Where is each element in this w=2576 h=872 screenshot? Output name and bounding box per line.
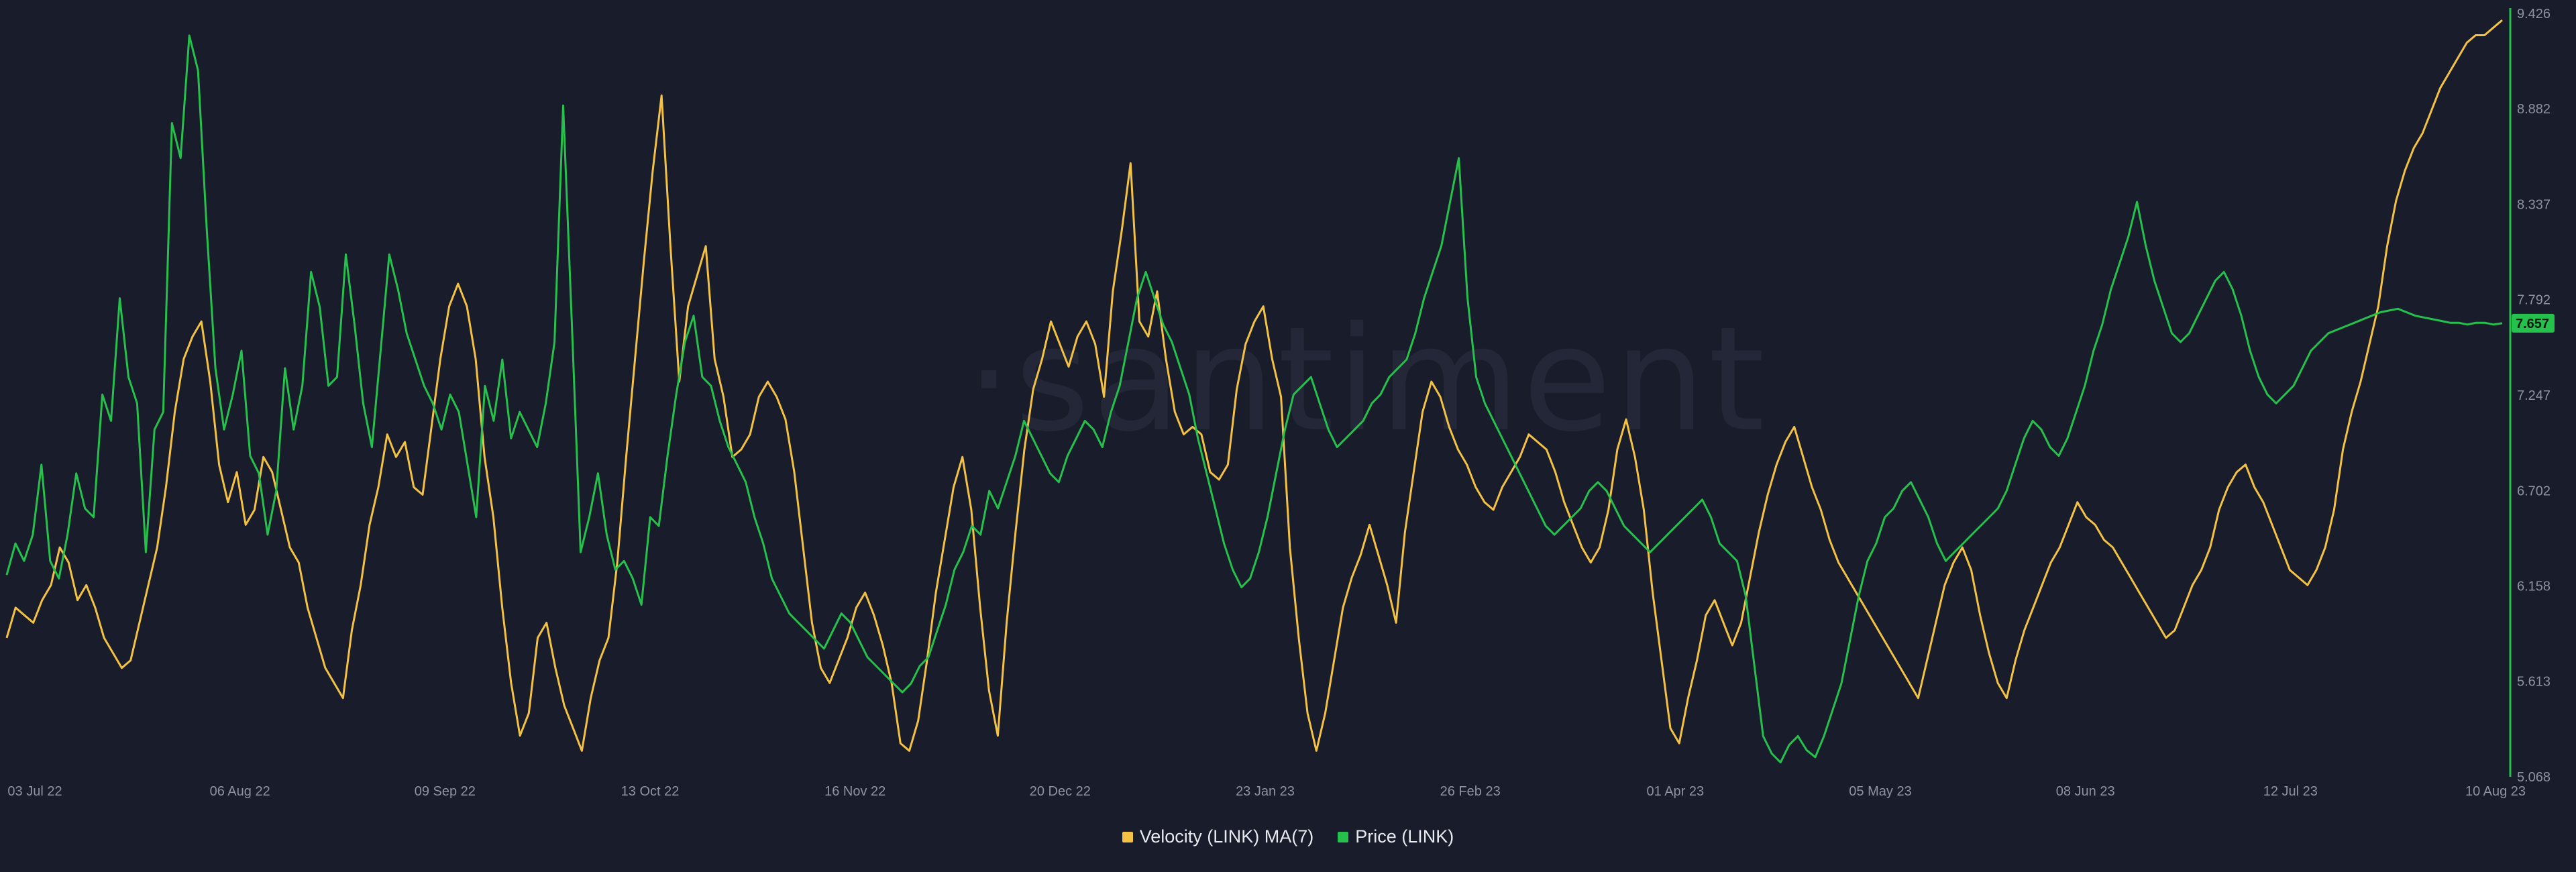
x-tick-label: 26 Feb 23	[1440, 784, 1501, 799]
x-tick-label: 01 Apr 23	[1647, 784, 1705, 799]
y-tick-label: 8.882	[2517, 102, 2551, 117]
y-tick-label: 8.337	[2517, 197, 2551, 212]
x-tick-label: 16 Nov 22	[824, 784, 885, 799]
x-tick-label: 12 Jul 23	[2263, 784, 2318, 799]
legend-item-velocity[interactable]: Velocity (LINK) MA(7)	[1122, 826, 1314, 847]
x-tick-label: 23 Jan 23	[1236, 784, 1295, 799]
last-price-badge-text: 7.657	[2516, 317, 2549, 331]
series-price-line	[5, 34, 2503, 764]
x-tick-label: 20 Dec 22	[1030, 784, 1091, 799]
x-tick-label: 10 Aug 23	[2465, 784, 2526, 799]
y-tick-label: 5.068	[2517, 770, 2551, 785]
y-tick-label: 7.792	[2517, 293, 2551, 308]
y-tick-label: 6.702	[2517, 484, 2551, 498]
x-tick-label: 05 May 23	[1849, 784, 1911, 799]
y-tick-label: 7.247	[2517, 388, 2551, 403]
series-velocity-line	[5, 19, 2503, 752]
x-tick-label: 09 Sep 22	[415, 784, 476, 799]
x-tick-label: 13 Oct 22	[621, 784, 680, 799]
y-tick-label: 6.158	[2517, 579, 2551, 594]
last-price-badge	[2512, 313, 2555, 333]
x-tick-label: 03 Jul 22	[7, 784, 62, 799]
chart-canvas: ·santiment 5.068 5.613 6.158 6.702 7.247 7.79…	[5, 7, 2555, 799]
x-tick-label: 06 Aug 22	[210, 784, 270, 799]
legend-item-price[interactable]: Price (LINK)	[1338, 826, 1454, 847]
y-tick-label: 9.426	[2517, 7, 2551, 21]
y-tick-label: 5.613	[2517, 675, 2551, 690]
watermark-text: ·santiment	[966, 295, 1768, 464]
legend-swatch-velocity	[1122, 831, 1133, 842]
legend-swatch-price	[1338, 831, 1349, 842]
legend-label-price: Price (LINK)	[1355, 826, 1454, 847]
chart-legend: Velocity (LINK) MA(7) Price (LINK)	[0, 826, 2576, 847]
x-tick-label: 08 Jun 23	[2056, 784, 2115, 799]
legend-label-velocity: Velocity (LINK) MA(7)	[1139, 826, 1314, 847]
